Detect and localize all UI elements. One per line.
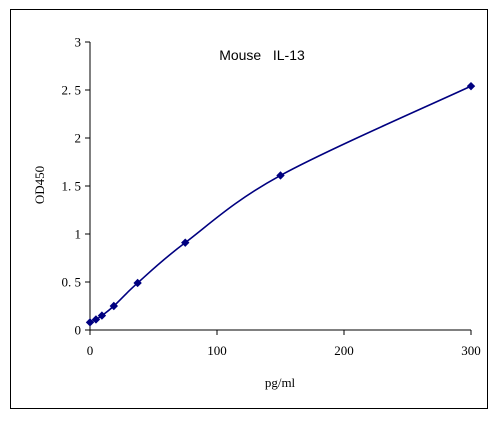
data-point-marker — [97, 311, 107, 320]
data-point-marker — [85, 318, 95, 327]
x-axis-title: pg/ml — [265, 375, 296, 390]
x-tick-label: 300 — [461, 343, 481, 358]
x-tick-label: 0 — [87, 343, 94, 358]
chart-title: Mouse IL-13 — [219, 47, 305, 63]
y-tick-label: 2 — [75, 131, 82, 146]
y-tick-label: 1. 5 — [62, 179, 82, 194]
data-point-marker — [133, 278, 142, 288]
data-point-marker — [181, 238, 190, 247]
y-tick-label: 1 — [75, 227, 82, 242]
data-point-marker — [466, 81, 476, 91]
x-tick-label: 200 — [334, 343, 354, 358]
y-tick-label: 0. 5 — [62, 275, 82, 290]
y-tick-label: 2. 5 — [62, 83, 82, 98]
data-point-marker — [91, 315, 101, 324]
series-line — [89, 85, 472, 324]
y-tick-label: 0 — [75, 323, 82, 338]
data-point-marker — [109, 301, 119, 311]
x-tick-label: 100 — [207, 343, 227, 358]
y-axis-title: OD450 — [32, 166, 47, 204]
data-point-marker — [276, 171, 285, 180]
y-tick-label: 3 — [75, 35, 82, 50]
